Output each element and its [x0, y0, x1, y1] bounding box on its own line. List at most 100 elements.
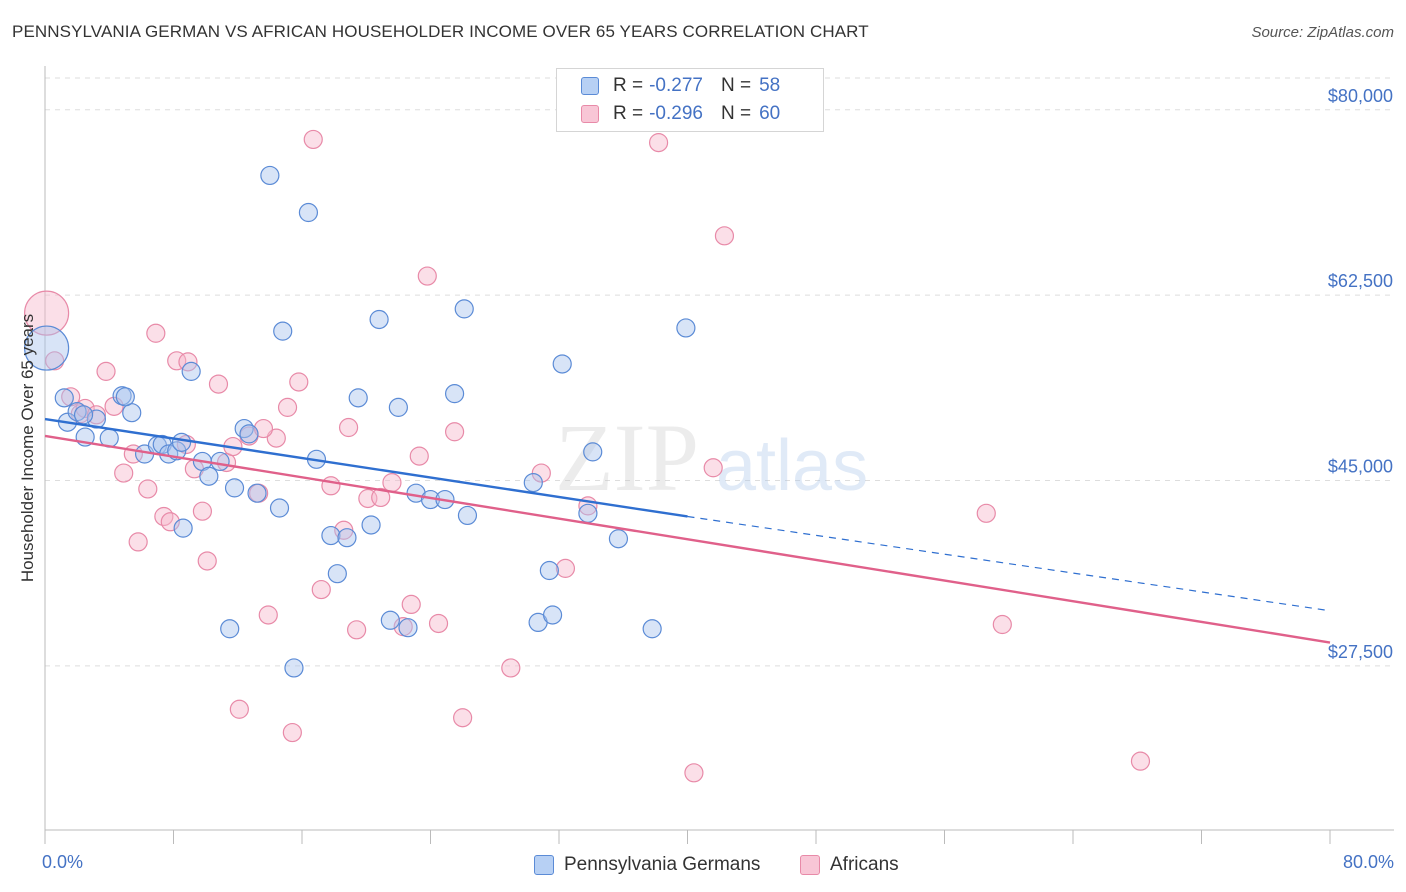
watermark: ZIP atlas: [555, 404, 868, 511]
legend-r-value: -0.296: [649, 103, 703, 124]
data-point: [714, 226, 735, 246]
data-point: [369, 309, 389, 330]
y-tick-label: $80,000: [1328, 86, 1393, 106]
data-point: [501, 658, 521, 678]
legend-swatch-blue: [581, 77, 599, 95]
legend-n-value: 58: [759, 75, 781, 96]
x-tick-min: 0.0%: [42, 852, 84, 872]
data-point: [338, 417, 359, 438]
data-point: [24, 325, 70, 371]
africans-points: [24, 129, 1151, 783]
data-point: [220, 619, 240, 639]
legend-item-africans[interactable]: Africans: [800, 852, 899, 878]
data-point: [284, 658, 304, 678]
data-point: [239, 424, 259, 444]
data-point: [648, 133, 669, 153]
data-point: [258, 605, 278, 625]
data-point: [311, 579, 331, 600]
data-point: [321, 525, 341, 546]
data-point: [552, 354, 572, 374]
data-point: [347, 620, 367, 640]
data-point: [171, 432, 192, 452]
data-point: [444, 422, 465, 442]
legend-n-value: 60: [759, 103, 781, 124]
data-point: [192, 501, 213, 521]
data-point: [453, 708, 473, 728]
data-point: [428, 613, 449, 634]
data-point: [208, 374, 229, 394]
data-point: [282, 722, 302, 743]
data-point: [327, 564, 347, 584]
chart-title: PENNSYLVANIA GERMAN VS AFRICAN HOUSEHOLD…: [12, 22, 869, 41]
data-point: [146, 323, 166, 343]
data-point: [380, 610, 400, 630]
data-point: [289, 372, 309, 392]
y-tick-labels: $27,500 $45,000 $62,500 $80,000: [1328, 86, 1393, 662]
data-point: [24, 290, 70, 336]
legend-r-label: R =: [613, 75, 644, 96]
data-point: [253, 418, 274, 439]
stats-legend: R = -0.277 N = 58 R = -0.296 N = 60: [556, 68, 824, 132]
y-tick-label: $45,000: [1328, 456, 1393, 476]
data-point: [154, 506, 174, 527]
data-point: [277, 397, 298, 417]
data-point: [273, 321, 293, 341]
trend-lines: [44, 417, 1331, 644]
legend-n-label: N =: [720, 75, 752, 96]
data-point: [199, 466, 219, 486]
data-point: [992, 614, 1012, 635]
data-point: [269, 498, 290, 518]
data-point: [583, 442, 603, 462]
data-point: [542, 605, 563, 625]
data-point: [539, 560, 559, 581]
data-point: [976, 503, 996, 523]
data-point: [247, 483, 267, 503]
data-point: [45, 351, 65, 371]
gridlines: [45, 77, 1394, 667]
data-point: [298, 202, 319, 223]
data-point: [138, 479, 158, 499]
data-point: [417, 266, 437, 286]
data-point: [642, 619, 662, 639]
data-point: [152, 434, 172, 455]
data-point: [382, 472, 402, 493]
x-tick-max: 80.0%: [1342, 852, 1394, 872]
trend-line-africans: [44, 434, 1331, 644]
y-axis-label: Householder Income Over 65 years: [18, 313, 37, 583]
data-point: [96, 361, 116, 381]
trend-line-pennsylvania-germans: [44, 417, 688, 518]
legend-r-value: -0.277: [649, 75, 703, 96]
legend-label: Africans: [830, 854, 899, 875]
pennsylvania-germans-points: [24, 165, 696, 678]
legend-swatch-blue: [534, 855, 554, 875]
data-point: [321, 476, 341, 496]
data-point: [348, 388, 368, 408]
data-point: [398, 618, 418, 638]
data-point: [173, 518, 193, 538]
data-point: [401, 594, 421, 615]
data-point: [266, 428, 286, 448]
legend-row-pink: R = -0.296 N = 60: [581, 101, 798, 127]
data-point: [1130, 751, 1151, 771]
y-tick-label: $62,500: [1328, 271, 1393, 291]
data-point: [684, 763, 704, 783]
data-point: [260, 165, 280, 186]
data-point: [388, 397, 408, 417]
data-point: [73, 405, 94, 425]
data-point: [197, 551, 217, 571]
data-point: [229, 699, 249, 719]
data-point: [409, 446, 429, 466]
data-point: [337, 528, 357, 548]
axes: [44, 66, 1394, 844]
data-point: [523, 472, 543, 493]
legend-item-pennsylvania-germans[interactable]: Pennsylvania Germans: [534, 852, 760, 878]
legend-swatch-pink: [581, 105, 599, 123]
legend-row-blue: R = -0.277 N = 58: [581, 73, 798, 99]
data-point: [54, 388, 74, 408]
legend-n-label: N =: [720, 103, 752, 124]
data-point: [608, 529, 629, 549]
data-point: [555, 558, 576, 578]
data-point: [224, 478, 245, 498]
data-point: [457, 505, 478, 526]
